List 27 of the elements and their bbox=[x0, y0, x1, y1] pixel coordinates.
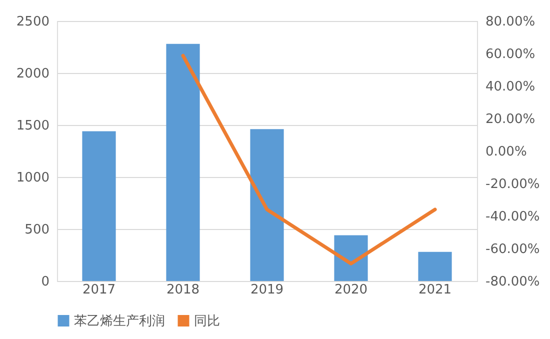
y2-tick-label: -80.00% bbox=[486, 274, 540, 290]
bar bbox=[418, 252, 452, 281]
y2-tick-label: 40.00% bbox=[486, 80, 536, 94]
y2-tick-label: 0.00% bbox=[486, 144, 527, 160]
x-tick-label: 2019 bbox=[250, 282, 284, 298]
bar bbox=[250, 129, 284, 281]
y-tick-label: 0 bbox=[41, 274, 50, 290]
legend-label: 同比 bbox=[194, 314, 220, 329]
x-tick-label: 2017 bbox=[82, 282, 116, 298]
x-tick-label: 2021 bbox=[418, 282, 452, 298]
legend-label: 苯乙烯生产利润 bbox=[74, 314, 165, 329]
bar bbox=[334, 235, 368, 281]
y2-tick-label: -20.00% bbox=[486, 177, 540, 192]
y-tick-label: 2500 bbox=[16, 14, 50, 30]
y-tick-label: 2000 bbox=[16, 66, 50, 82]
y-tick-label: 500 bbox=[24, 222, 50, 238]
y-tick-label: 1500 bbox=[16, 118, 50, 134]
y2-tick-label: 20.00% bbox=[486, 112, 536, 127]
x-tick-label: 2020 bbox=[334, 282, 368, 298]
y2-tick-label: -40.00% bbox=[486, 210, 540, 224]
bar bbox=[166, 44, 200, 281]
x-tick-label: 2018 bbox=[166, 282, 200, 298]
y2-tick-label: 80.00% bbox=[486, 14, 536, 30]
y2-tick-label: 60.00% bbox=[486, 47, 536, 62]
y-tick-label: 1000 bbox=[16, 170, 50, 186]
y2-tick-label: -60.00% bbox=[486, 242, 540, 257]
bar bbox=[82, 131, 116, 281]
